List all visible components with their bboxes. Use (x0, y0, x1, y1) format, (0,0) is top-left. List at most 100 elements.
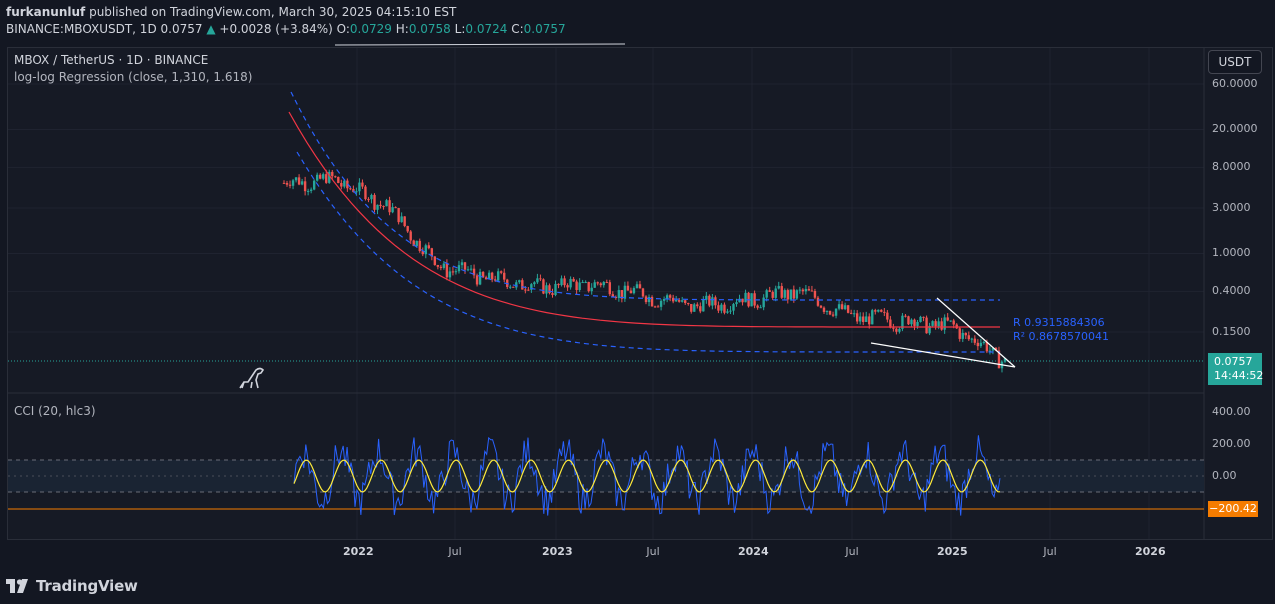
candle-body (563, 278, 566, 286)
high-label: H: (395, 22, 409, 36)
candle-body (306, 190, 310, 192)
candle-body (294, 177, 298, 181)
candle-body (979, 342, 983, 347)
candle-body (735, 302, 738, 305)
candle-body (907, 316, 910, 325)
main-legend-title: MBOX / TetherUS · 1D · BINANCE (14, 53, 209, 67)
candle-body (300, 181, 304, 185)
candle-body (602, 282, 605, 286)
candle-body (662, 298, 666, 301)
candle-body (285, 183, 289, 185)
candle-body (705, 295, 708, 300)
candle-body (789, 289, 793, 300)
candle-body (503, 272, 506, 280)
currency-button[interactable]: USDT (1208, 50, 1262, 74)
candle-body (892, 327, 895, 329)
candle-body (656, 306, 660, 308)
candle-body (946, 317, 949, 321)
candle-body (282, 182, 286, 184)
candle-body (309, 189, 313, 191)
candle-body (331, 171, 334, 177)
candle-body (638, 284, 642, 289)
candle-body (436, 265, 440, 267)
candle-body (759, 307, 762, 309)
candle-body (530, 284, 533, 290)
current-price-tag: 0.0757 14:44:52 (1208, 353, 1264, 385)
candle-body (877, 309, 880, 312)
candle-body (617, 290, 621, 298)
candle-body (575, 281, 578, 291)
regression-line (288, 111, 1000, 328)
candle-body (472, 268, 476, 276)
wedge-lower-trendline[interactable] (870, 342, 1016, 368)
cci-legend[interactable]: CCI (20, hlc3) (14, 404, 96, 418)
candle-body (886, 312, 889, 320)
candle-body (862, 316, 865, 322)
candle-body (566, 285, 569, 288)
indicator-legend[interactable]: log-log Regression (close, 1,310, 1.618) (14, 70, 253, 84)
candle-body (828, 310, 832, 315)
candle-body (798, 289, 802, 291)
footer-logo[interactable]: TradingView (6, 576, 138, 596)
candle-body (723, 304, 726, 313)
close-label: C: (511, 22, 524, 36)
candle-body (898, 328, 901, 332)
candle-body (412, 240, 415, 247)
candle-body (288, 184, 292, 186)
candle-body (729, 310, 732, 312)
candle-body (632, 288, 636, 294)
candle-body (527, 289, 530, 291)
published-text: published on TradingView.com, March 30, … (85, 5, 457, 19)
candle-body (524, 289, 527, 291)
candle-body (427, 245, 431, 249)
candle-body (985, 341, 989, 352)
candle-body (500, 271, 503, 273)
dino-icon[interactable] (239, 367, 265, 389)
candle-body (687, 303, 690, 305)
time-axis-label: Jul (1043, 545, 1057, 558)
candle-body (334, 176, 337, 178)
candle-body (518, 280, 521, 283)
candle-body (400, 216, 403, 223)
chart-header: furkanunluf published on TradingView.com… (0, 0, 1275, 46)
candle-body (460, 262, 464, 266)
candle-body (690, 303, 693, 312)
candle-body (626, 285, 630, 291)
candle-body (819, 305, 823, 308)
published-line: furkanunluf published on TradingView.com… (6, 5, 456, 19)
open-label: O: (336, 22, 350, 36)
candle-body (475, 275, 479, 285)
candle-body (325, 174, 328, 183)
wedge-upper-trendline[interactable] (936, 297, 1016, 368)
candle-body (596, 282, 599, 284)
candle-body (515, 282, 518, 288)
bar-countdown: 14:44:52 (1214, 369, 1264, 382)
candle-body (644, 296, 648, 303)
candle-body (744, 292, 747, 303)
candle-body (406, 226, 409, 232)
candle-body (825, 310, 829, 312)
candle-body (578, 282, 581, 291)
price-axis-label: 1.0000 (1212, 246, 1251, 260)
candle-body (777, 286, 780, 289)
candle-body (599, 283, 602, 286)
publisher-name[interactable]: furkanunluf (6, 5, 86, 19)
candle-body (433, 256, 437, 266)
price-axis-label: 0.4000 (1212, 284, 1251, 298)
candle-body (496, 271, 500, 281)
candle-body (840, 304, 844, 310)
candle-body (376, 204, 379, 210)
price-change: +0.0028 (+3.84%) (219, 22, 333, 36)
cci-band (8, 460, 1204, 492)
candle-body (463, 262, 467, 270)
candle-body (291, 180, 295, 186)
candle-body (361, 182, 364, 187)
candle-body (813, 290, 817, 298)
candle-body (994, 347, 998, 351)
candle-body (557, 283, 560, 286)
candle-body (382, 206, 385, 208)
candle-body (997, 350, 1001, 369)
candle-body (623, 285, 627, 299)
time-axis-label: Jul (448, 545, 462, 558)
